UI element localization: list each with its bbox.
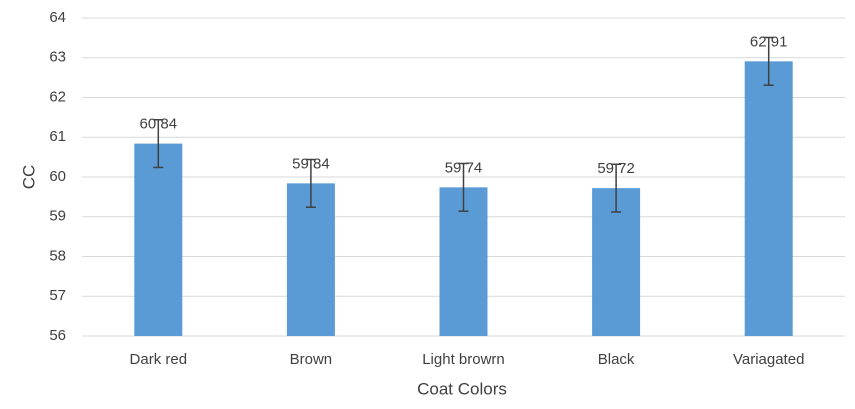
bar xyxy=(744,61,793,336)
y-tick-label: 58 xyxy=(49,247,66,264)
y-tick-label: 63 xyxy=(49,49,66,66)
error-bar xyxy=(153,119,164,169)
y-tick-label: 61 xyxy=(49,128,66,145)
value-label: 59.72 xyxy=(597,160,635,177)
x-tick-label: Black xyxy=(598,351,635,368)
value-label: 60.84 xyxy=(140,116,178,133)
bar xyxy=(134,143,183,336)
error-bar xyxy=(611,163,622,213)
value-label: 62.91 xyxy=(750,33,788,50)
x-tick-label: Light browrn xyxy=(422,351,505,368)
value-label: 59.84 xyxy=(292,155,330,172)
y-tick-label: 64 xyxy=(49,9,66,26)
bar xyxy=(286,183,335,336)
y-tick-label: 59 xyxy=(49,208,66,225)
x-tick-label: Dark red xyxy=(130,351,188,368)
error-bar xyxy=(763,36,774,86)
bar xyxy=(439,187,488,336)
bar xyxy=(592,188,641,336)
error-bar xyxy=(305,158,316,208)
x-tick-label: Brown xyxy=(290,351,333,368)
y-tick-label: 60 xyxy=(49,168,66,185)
x-tick-label: Variagated xyxy=(733,351,804,368)
y-axis-title: CC xyxy=(19,165,38,190)
y-tick-label: 56 xyxy=(49,327,66,344)
error-bar xyxy=(458,162,469,212)
y-tick-label: 57 xyxy=(49,287,66,304)
value-label: 59.74 xyxy=(445,159,483,176)
y-tick-label: 62 xyxy=(49,88,66,105)
x-axis-title: Coat Colors xyxy=(417,379,507,398)
